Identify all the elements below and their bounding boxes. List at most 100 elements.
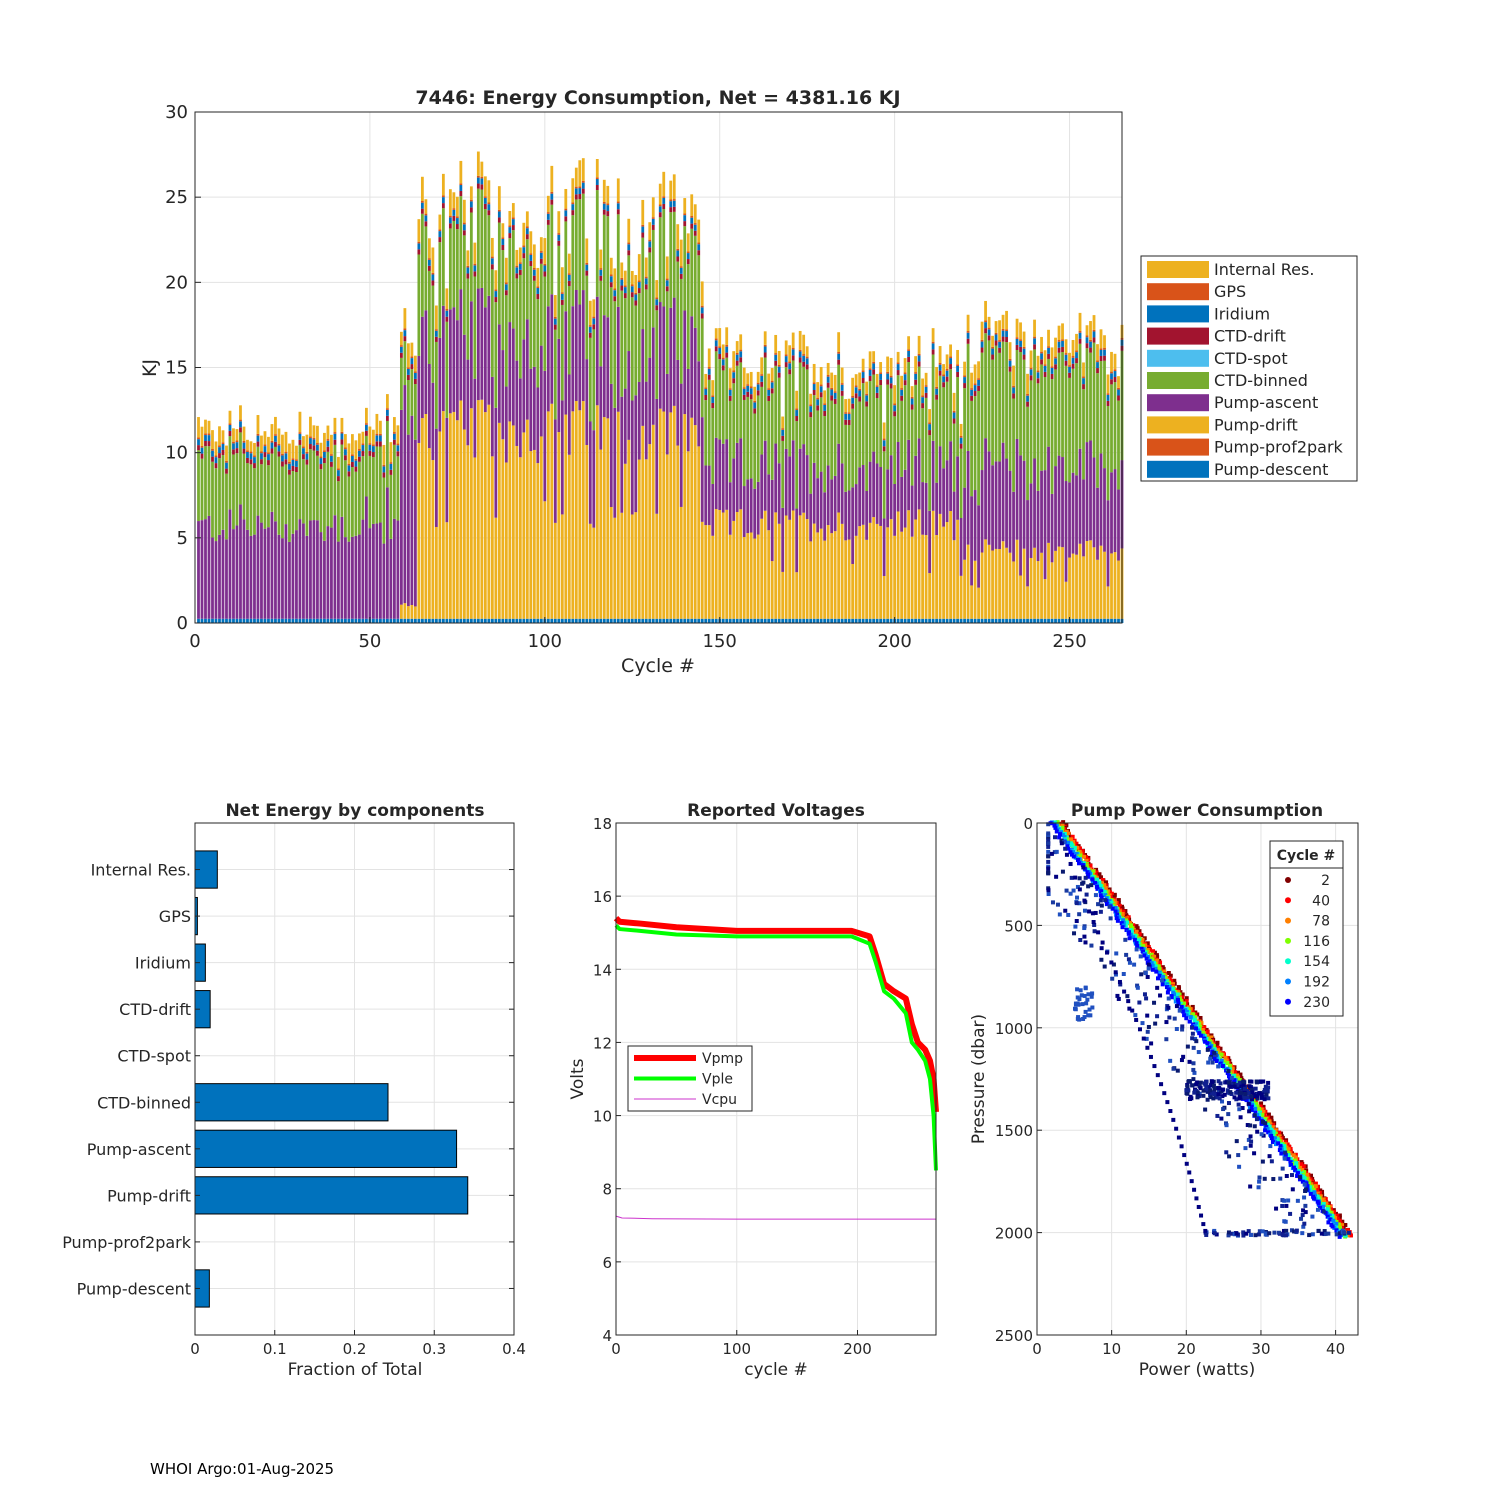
pump-point [1337, 1234, 1342, 1239]
energy-bar-segment [994, 332, 998, 335]
energy-bar-segment [522, 339, 526, 433]
pump-point [1236, 1070, 1241, 1075]
energy-bar-segment [316, 455, 319, 521]
pump-point [1080, 851, 1085, 856]
energy-bar-segment [1050, 347, 1054, 367]
energy-bar-segment [770, 479, 774, 562]
pump-point [1259, 1107, 1264, 1112]
pump-point [1290, 1187, 1295, 1192]
energy-bar-segment [833, 531, 837, 619]
energy-bar-segment [826, 382, 830, 388]
energy-bar-segment [910, 396, 914, 399]
pump-point [1268, 1144, 1273, 1149]
energy-bar-segment [669, 201, 673, 208]
energy-bar-segment [879, 618, 883, 623]
energy-bar-segment [756, 618, 760, 623]
energy-bar-segment [204, 433, 207, 436]
energy-bar-segment [403, 603, 407, 619]
energy-bar-segment [1012, 393, 1015, 399]
energy-bar-segment [1099, 361, 1103, 454]
energy-bar-segment [578, 194, 582, 200]
energy-bar-segment [417, 254, 421, 356]
energy-bar-segment [1054, 358, 1057, 365]
energy-bar-segment [504, 284, 508, 291]
energy-bar-segment [319, 456, 323, 459]
energy-bar-segment [441, 173, 445, 196]
energy-bar-segment [1061, 339, 1064, 341]
energy-bar-segment [1106, 374, 1110, 394]
energy-bar-segment [1022, 354, 1026, 360]
energy-bar-segment [784, 515, 788, 619]
pump-point [1210, 1079, 1215, 1084]
energy-bar-segment [389, 618, 393, 623]
energy-bar-segment [669, 199, 673, 202]
energy-bar-segment [309, 444, 312, 450]
energy-bar-segment [288, 541, 291, 619]
pump-point [1157, 973, 1162, 978]
energy-bar-segment [1117, 389, 1120, 396]
pump-point [1082, 908, 1087, 913]
energy-bar-segment [952, 412, 956, 419]
energy-bar-segment [462, 222, 466, 225]
energy-bar-segment [466, 278, 470, 360]
pump-point [1125, 994, 1130, 999]
pump-point [1284, 1203, 1289, 1208]
energy-bar-segment [358, 461, 361, 535]
pump-point [1288, 1160, 1293, 1165]
pump-point [1144, 1036, 1149, 1041]
pump-point [1238, 1084, 1243, 1089]
pump-point [1184, 1091, 1189, 1096]
energy-bar-segment [1071, 368, 1075, 473]
pump-point [1111, 962, 1116, 967]
energy-bar-segment [239, 504, 242, 619]
energy-bar-segment [672, 199, 676, 201]
pump-point [1099, 946, 1104, 951]
energy-bar-segment [550, 191, 554, 194]
pump-point [1253, 1101, 1258, 1106]
energy-bar-segment [795, 572, 799, 619]
energy-bar-segment [732, 458, 736, 521]
energy-bar-segment [1068, 366, 1071, 373]
energy-bar-segment [211, 537, 214, 619]
pump-point [1226, 1233, 1231, 1238]
energy-bar-segment [305, 451, 309, 454]
pump-point [1191, 1045, 1196, 1050]
energy-bar-segment [1050, 367, 1054, 374]
pump-point [1242, 1094, 1247, 1099]
energy-bar-segment [714, 338, 718, 341]
energy-bar-segment [1047, 618, 1050, 623]
energy-bar-segment [469, 199, 473, 202]
energy-bar-segment [1089, 347, 1092, 353]
energy-bar-segment [714, 351, 718, 438]
energy-bar-segment [385, 420, 389, 488]
energy-bar-segment [854, 535, 858, 619]
energy-bar-segment [606, 185, 610, 204]
pump-point [1187, 1059, 1192, 1064]
energy-bar-segment [938, 370, 942, 376]
energy-bar-segment [515, 360, 519, 446]
energy-bar-segment [483, 196, 487, 198]
energy-bar-segment [1113, 371, 1117, 378]
energy-bar-segment [581, 401, 585, 619]
energy-bar-segment [424, 213, 428, 216]
energy-bar-segment [683, 198, 687, 214]
pump-point [1078, 938, 1083, 943]
pump-point [1238, 1072, 1243, 1077]
pump-point [1164, 1020, 1169, 1025]
energy-bar-segment [599, 280, 603, 367]
energy-bar-segment [679, 267, 683, 274]
pump-ytick-label: 500 [1004, 917, 1033, 935]
energy-bar-segment [665, 291, 669, 374]
energy-bar-segment [298, 519, 302, 619]
pump-point [1288, 1211, 1293, 1216]
pump-point [1269, 1119, 1274, 1124]
energy-bar-segment [959, 443, 963, 449]
pump-point [1094, 870, 1099, 875]
pump-point [1211, 1044, 1216, 1049]
pump-point [1098, 883, 1103, 888]
energy-bar-segment [613, 290, 617, 297]
energy-legend-label: CTD-spot [1214, 349, 1288, 368]
energy-bar-segment [501, 350, 505, 440]
energy-bar-segment [197, 445, 200, 451]
energy-bar-segment [837, 512, 841, 619]
